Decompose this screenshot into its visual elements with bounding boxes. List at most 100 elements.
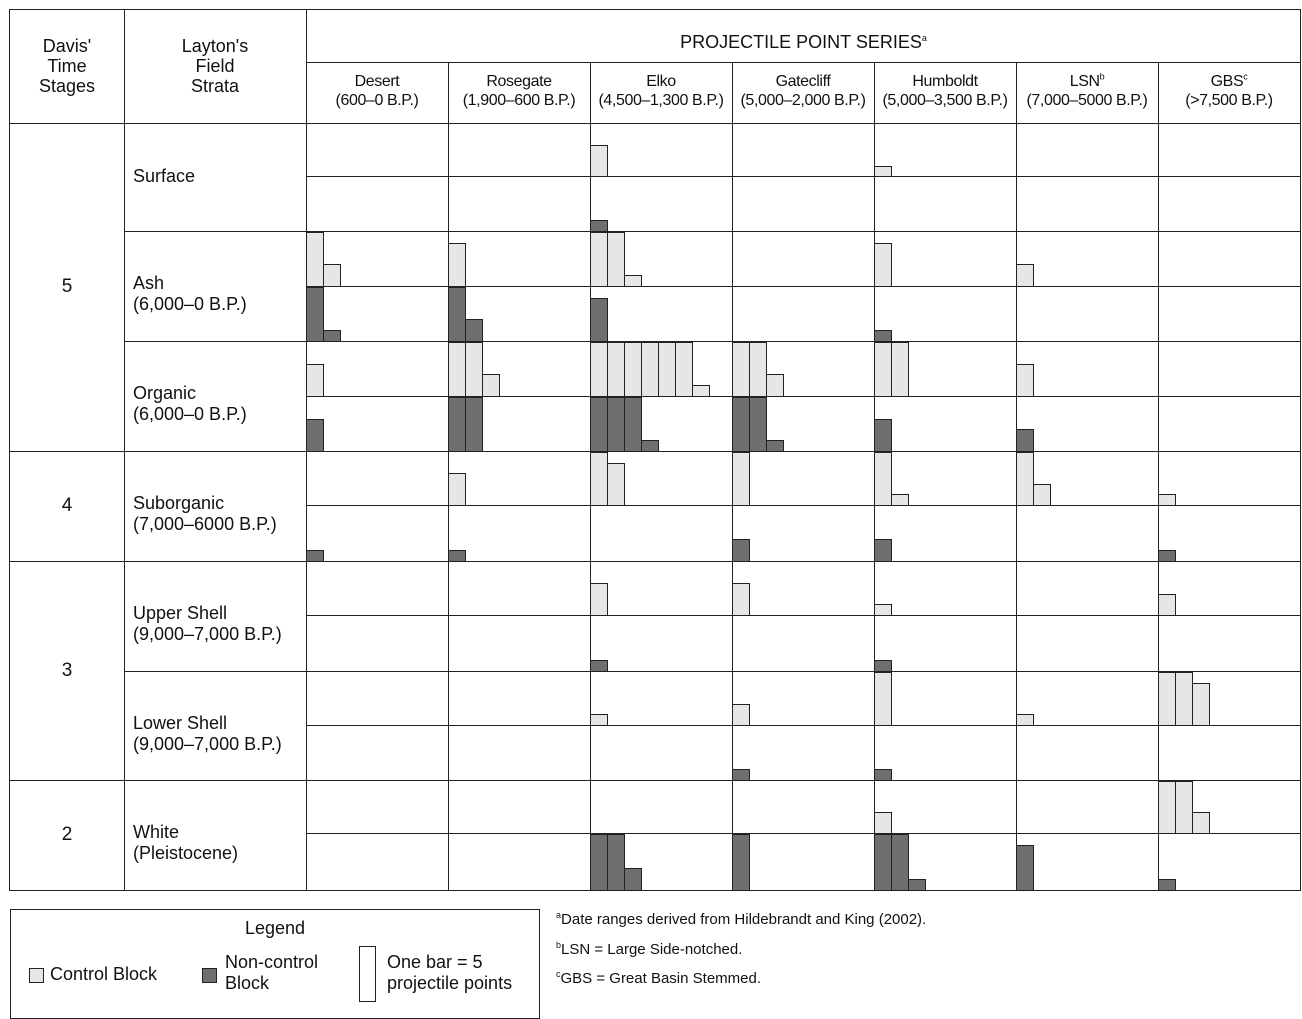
stage-label-4: 4 — [61, 495, 73, 516]
stratum-range: (9,000–7,000 B.P.) — [133, 733, 282, 754]
bar-control-suborganic-humboldt-1 — [891, 494, 909, 506]
stratum-name: Organic — [133, 383, 197, 403]
bar-control-suborganic-lsn-0 — [1016, 452, 1034, 506]
chart-title: PROJECTILE POINT SERIESa — [306, 32, 1301, 52]
rule-block-divider-2 — [306, 396, 1301, 397]
bar-noncontrol-suborganic-desert-0 — [306, 550, 324, 562]
bar-control-upper-shell-humboldt-0 — [874, 604, 892, 616]
stratum-name: Suborganic — [133, 493, 225, 513]
bar-noncontrol-suborganic-humboldt-0 — [874, 539, 892, 562]
header-layton-l1: Layton's — [181, 36, 249, 56]
legend-noncontrol-swatch — [202, 968, 217, 983]
column-header-elko: Elko (4,500–1,300 B.P.) — [590, 72, 732, 110]
bar-noncontrol-white-humboldt-0 — [874, 834, 892, 891]
bar-noncontrol-lower-shell-gatecliff-0 — [732, 769, 750, 781]
legend: Legend Control Block Non-control Block O… — [10, 909, 540, 1019]
legend-bar-label: One bar = 5 projectile points — [387, 952, 512, 994]
rule-block-divider-0 — [306, 176, 1301, 177]
footnote-b: bLSN = Large Side-notched. — [556, 941, 742, 959]
column-header-gatecliff: Gatecliff (5,000–2,000 B.P.) — [732, 72, 874, 110]
stage-label-5: 5 — [61, 276, 73, 297]
bar-noncontrol-ash-rosegate-0 — [448, 287, 466, 342]
chart-title-footnote-mark: a — [921, 33, 927, 43]
bar-noncontrol-organic-elko-2 — [624, 397, 642, 452]
bar-control-organic-gatecliff-1 — [749, 342, 767, 397]
stratum-label-ash: Ash (6,000–0 B.P.) — [133, 273, 247, 315]
column-name: Rosegate — [486, 73, 552, 90]
rule-stratum-1 — [124, 231, 1301, 232]
rule-stage-col — [124, 9, 125, 890]
bar-control-organic-gatecliff-0 — [732, 342, 750, 397]
stratum-range: (6,000–0 B.P.) — [133, 404, 247, 424]
header-davis: Davis' Time Stages — [10, 36, 124, 96]
column-name: Gatecliff — [775, 73, 831, 90]
bar-control-organic-elko-0 — [590, 342, 608, 397]
footnote-b-mark: b — [556, 940, 562, 950]
bar-control-lower-shell-gatecliff-0 — [732, 704, 750, 726]
bar-noncontrol-ash-desert-1 — [323, 330, 341, 342]
legend-title: Legend — [244, 918, 306, 938]
column-header-desert: Desert (600–0 B.P.) — [306, 72, 448, 110]
legend-control-swatch — [29, 968, 44, 983]
bar-control-organic-rosegate-2 — [482, 374, 500, 397]
legend-bar-line1: One bar = 5 — [387, 952, 483, 972]
rule-stratum-2 — [124, 341, 1301, 342]
column-header-gbs: GBSc (>7,500 B.P.) — [1158, 72, 1300, 110]
stratum-label-lower-shell: Lower Shell (9,000–7,000 B.P.) — [133, 713, 282, 755]
rule-block-divider-4 — [306, 615, 1301, 616]
bar-control-lower-shell-gbs-0 — [1158, 672, 1176, 726]
bar-noncontrol-organic-rosegate-0 — [448, 397, 466, 452]
column-range: (>7,500 B.P.) — [1185, 92, 1273, 109]
bar-control-surface-elko-0 — [590, 145, 608, 177]
bar-noncontrol-organic-humboldt-0 — [874, 419, 892, 452]
bar-control-lower-shell-gbs-1 — [1175, 672, 1193, 726]
legend-bar-sample — [359, 946, 376, 1002]
bar-noncontrol-organic-lsn-0 — [1016, 429, 1034, 452]
bar-noncontrol-white-elko-2 — [624, 868, 642, 891]
stratum-range: (Pleistocene) — [133, 843, 239, 863]
stratum-range: (9,000–7,000 B.P.) — [133, 624, 282, 644]
bar-control-organic-elko-2 — [624, 342, 642, 397]
bar-control-ash-desert-0 — [306, 232, 324, 287]
stratum-label-surface: Surface — [133, 166, 195, 187]
bar-noncontrol-organic-desert-0 — [306, 419, 324, 452]
bar-noncontrol-white-lsn-0 — [1016, 845, 1034, 891]
column-range: (5,000–2,000 B.P.) — [740, 92, 866, 109]
footnote-a-mark: a — [556, 910, 562, 920]
bar-control-suborganic-elko-0 — [590, 452, 608, 506]
bar-noncontrol-organic-gatecliff-2 — [766, 440, 784, 452]
rule-series-col-6 — [1158, 62, 1159, 890]
header-layton-l3: Strata — [190, 76, 240, 96]
bar-control-organic-elko-6 — [692, 385, 710, 397]
bar-control-ash-desert-1 — [323, 264, 341, 287]
bar-control-organic-humboldt-0 — [874, 342, 892, 397]
rule-stratum-6 — [10, 780, 1301, 781]
header-davis-l2: Time — [47, 56, 87, 76]
bar-control-organic-lsn-0 — [1016, 364, 1034, 397]
column-header-rosegate: Rosegate (1,900–600 B.P.) — [448, 72, 590, 110]
footnote-c-mark: c — [556, 969, 561, 979]
bar-control-white-humboldt-0 — [874, 812, 892, 834]
bar-control-lower-shell-gbs-2 — [1192, 683, 1210, 726]
stratum-range: (7,000–6000 B.P.) — [133, 514, 277, 534]
footnote-a: aDate ranges derived from Hildebrandt an… — [556, 911, 926, 929]
stratum-name: Ash — [133, 273, 165, 293]
rule-title-bottom — [306, 62, 1301, 63]
bar-noncontrol-suborganic-gatecliff-0 — [732, 539, 750, 562]
column-name: Elko — [646, 73, 676, 90]
column-range: (600–0 B.P.) — [335, 92, 419, 109]
bar-noncontrol-ash-rosegate-1 — [465, 319, 483, 342]
chart-title-text: PROJECTILE POINT SERIES — [680, 32, 922, 52]
bar-control-ash-elko-0 — [590, 232, 608, 287]
bar-noncontrol-organic-elko-3 — [641, 440, 659, 452]
bar-control-suborganic-elko-1 — [607, 463, 625, 506]
bar-noncontrol-organic-gatecliff-1 — [749, 397, 767, 452]
stratum-label-upper-shell: Upper Shell (9,000–7,000 B.P.) — [133, 603, 282, 645]
bar-control-ash-elko-1 — [607, 232, 625, 287]
legend-bar-line2: projectile points — [387, 973, 513, 993]
rule-stratum-4 — [10, 561, 1301, 562]
bar-control-white-gbs-2 — [1192, 812, 1210, 834]
bar-control-ash-elko-2 — [624, 275, 642, 287]
footnote-c-text: GBS = Great Basin Stemmed. — [560, 970, 762, 987]
bar-noncontrol-white-humboldt-2 — [908, 879, 926, 891]
